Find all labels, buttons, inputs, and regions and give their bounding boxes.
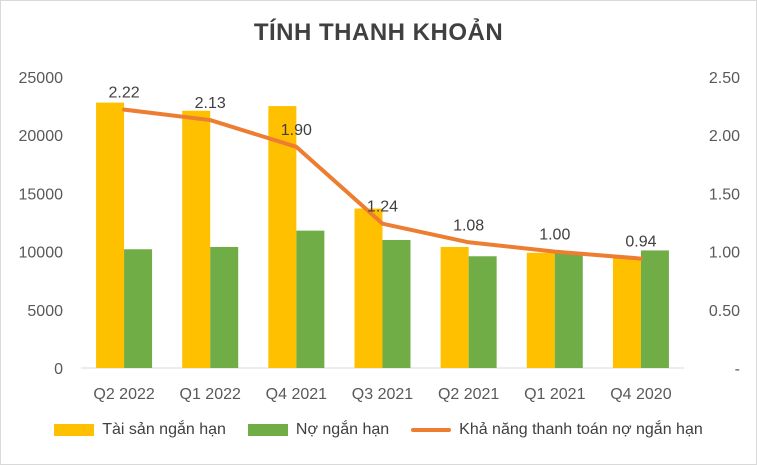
y-right-tick-label: 2.00 (709, 128, 740, 145)
y-left-tick-label: 20000 (19, 128, 64, 145)
x-tick-label: Q1 2022 (180, 386, 241, 403)
y-right-tick-label: 1.00 (709, 245, 740, 262)
ratio-data-label: 1.24 (367, 199, 398, 216)
y-left-tick-label: 25000 (19, 70, 64, 87)
bar-assets (182, 110, 211, 369)
ratio-data-label: 1.08 (453, 217, 484, 234)
chart-title: TÍNH THANH KHOẢN (253, 19, 504, 46)
legend-label-ratio: Khả năng thanh toán nợ ngắn hạn (459, 421, 703, 438)
y-left-tick-label: 5000 (27, 303, 63, 320)
ratio-line (122, 107, 643, 261)
x-tick-label: Q2 2021 (438, 386, 499, 403)
bar-liabilities (554, 252, 583, 368)
x-tick-label: Q3 2021 (352, 386, 413, 403)
y-right-tick-label: - (735, 361, 740, 378)
bar-assets (268, 106, 297, 368)
legend-swatch-liabilities (247, 424, 288, 436)
x-tick-label: Q4 2021 (266, 386, 327, 403)
bar-assets (526, 252, 555, 368)
legend-label-liabilities: Nợ ngắn hạn (295, 421, 390, 438)
legend-label-assets: Tài sản ngắn hạn (102, 421, 226, 438)
legend-swatch-assets (54, 424, 95, 436)
ratio-data-label: 2.13 (195, 95, 226, 112)
bar-assets (612, 257, 641, 368)
legend-swatch-ratio (411, 428, 452, 432)
y-right-tick-label: 0.50 (709, 303, 740, 320)
x-tick-label: Q1 2021 (524, 386, 585, 403)
bar-liabilities (296, 230, 325, 368)
y-left-tick-label: 15000 (19, 186, 64, 203)
y-left-tick-label: 10000 (19, 245, 64, 262)
bar-liabilities (382, 239, 411, 368)
x-tick-label: Q2 2022 (93, 386, 154, 403)
bar-liabilities (640, 250, 669, 368)
y-right-tick-label: 1.50 (709, 186, 740, 203)
chart-plot: 0 5000 10000 15000 20000 25000 - 0.50 1.00 1.50 2.… (19, 70, 741, 403)
legend-item-ratio: Khả năng thanh toán nợ ngắn hạn (411, 421, 703, 439)
bar-liabilities (124, 249, 153, 368)
bar-assets (354, 208, 383, 368)
bar-liabilities (468, 256, 497, 368)
chart-legend: Tài sản ngắn hạn Nợ ngắn hạn Khả năng th… (1, 421, 756, 439)
ratio-data-label: 0.94 (625, 234, 656, 251)
y-left-tick-label: 0 (54, 361, 63, 378)
ratio-data-label: 1.00 (539, 227, 570, 244)
ratio-data-label: 1.90 (281, 122, 312, 139)
y-right-tick-label: 2.50 (709, 70, 740, 87)
ratio-data-label: 2.22 (109, 85, 140, 102)
legend-item-assets: Tài sản ngắn hạn (54, 421, 226, 439)
x-tick-label: Q4 2020 (610, 386, 671, 403)
legend-item-liabilities: Nợ ngắn hạn (247, 421, 390, 439)
bar-assets (440, 246, 469, 368)
bar-assets (96, 102, 125, 368)
bar-liabilities (210, 246, 239, 368)
